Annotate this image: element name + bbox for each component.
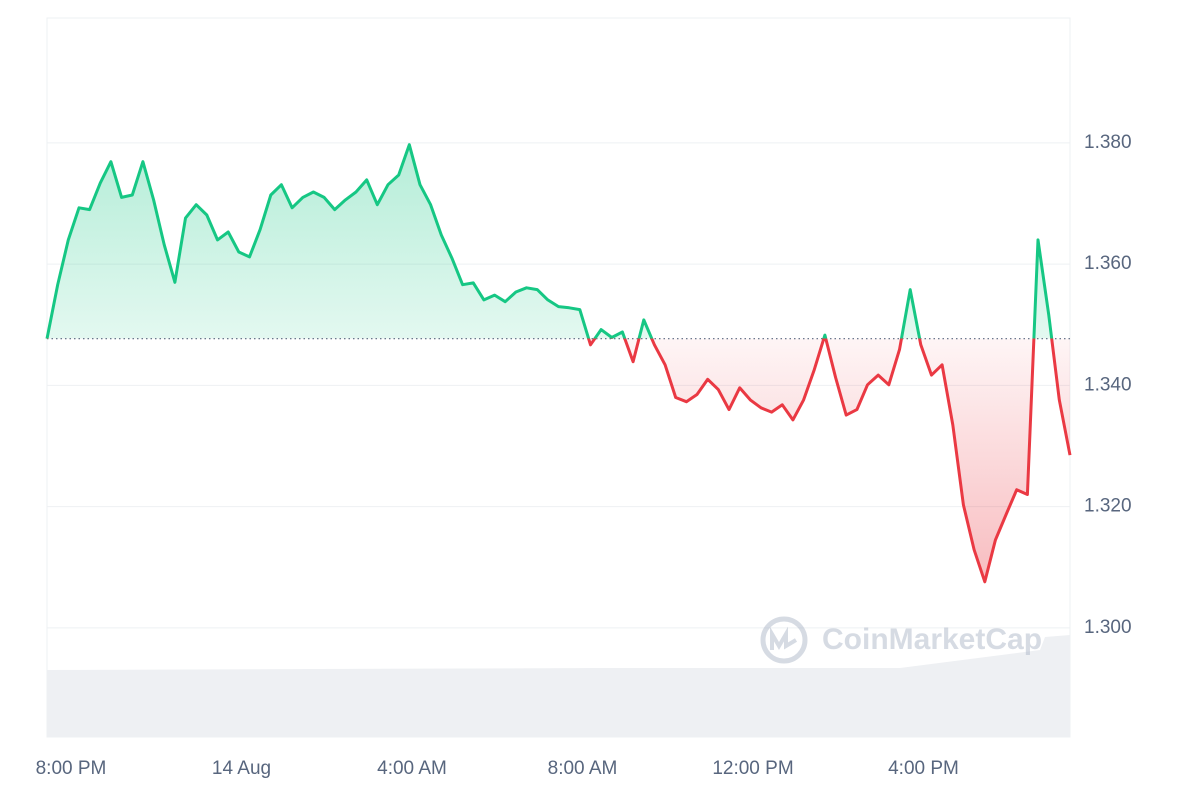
price-line [45, 143, 1072, 584]
watermark-text: CoinMarketCap [822, 623, 1042, 656]
y-tick-label: 1.320 [1084, 496, 1132, 517]
x-tick-label: 14 Aug [212, 758, 271, 779]
watermark: CoinMarketCap [760, 616, 1042, 664]
x-tick-label: 4:00 PM [888, 758, 959, 779]
x-tick-label: 8:00 AM [548, 758, 618, 779]
x-tick-label: 4:00 AM [377, 758, 447, 779]
x-tick-label: 8:00 PM [36, 758, 107, 779]
y-tick-label: 1.300 [1084, 617, 1132, 638]
y-tick-label: 1.360 [1084, 253, 1132, 274]
y-tick-label: 1.340 [1084, 374, 1132, 395]
y-tick-label: 1.380 [1084, 132, 1132, 153]
area [47, 144, 1070, 582]
x-tick-label: 12:00 PM [712, 758, 793, 779]
volume-band [47, 635, 1070, 737]
